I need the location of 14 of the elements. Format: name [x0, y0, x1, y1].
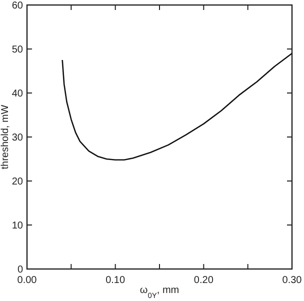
- x-tick-label: 0.30: [282, 275, 302, 286]
- y-tick-label: 20: [12, 176, 24, 188]
- y-tick-label: 60: [12, 0, 24, 12]
- y-tick-label: 40: [12, 88, 24, 100]
- x-tick-label: 0.10: [106, 275, 126, 286]
- y-tick-label: 0: [17, 264, 24, 276]
- y-tick-label: 50: [12, 44, 24, 56]
- y-axis-title: threshold, mW: [0, 104, 11, 170]
- y-tick-label: 10: [12, 220, 24, 232]
- x-tick-label: 0.20: [194, 275, 214, 286]
- x-axis-title: ω$_{0Y}$, mm: [140, 285, 180, 300]
- line-series: [62, 52, 293, 161]
- y-tick-label: 30: [12, 132, 24, 144]
- x-tick-label: 0.00: [17, 275, 38, 286]
